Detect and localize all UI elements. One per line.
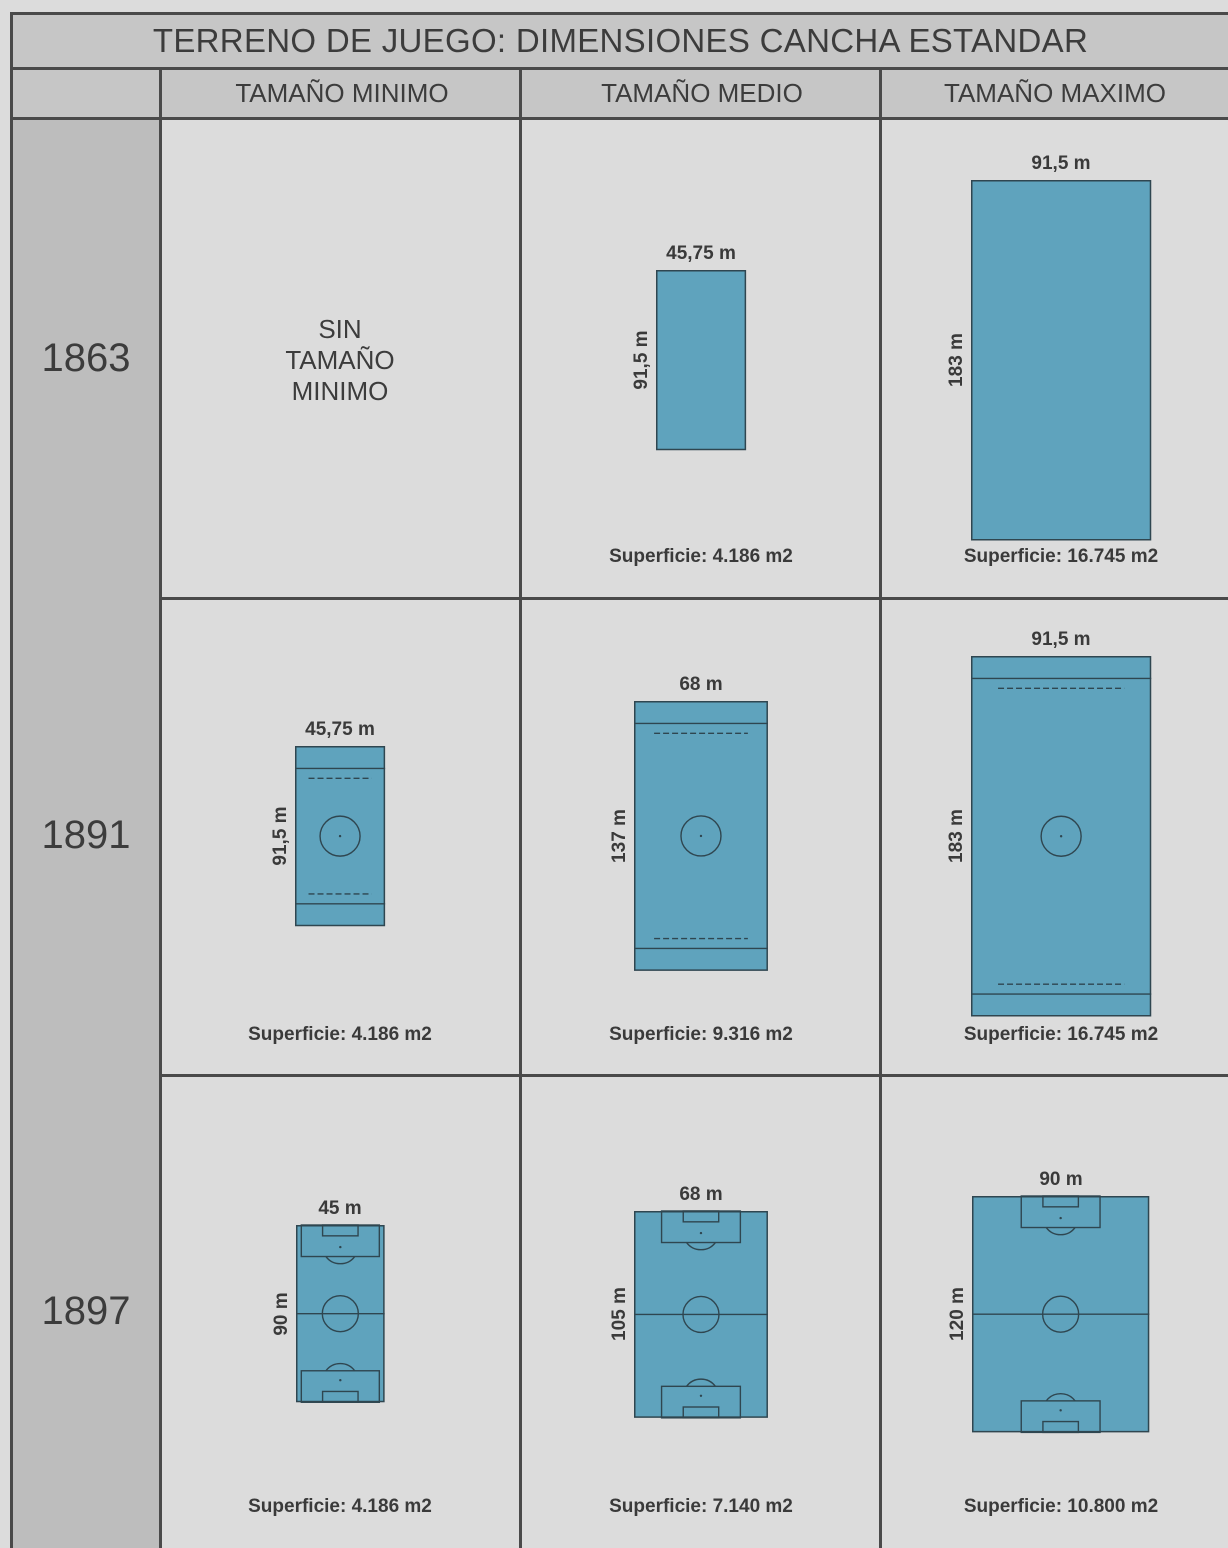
- column-header-min: TAMAÑO MINIMO: [159, 70, 522, 120]
- width-label: 90 m: [1039, 1168, 1083, 1190]
- width-label: 68 m: [679, 1183, 723, 1205]
- length-label: 105 m: [609, 1287, 631, 1341]
- width-label: 91,5 m: [1031, 628, 1091, 650]
- penalty-spot: [338, 1246, 342, 1249]
- length-label: 91,5 m: [630, 330, 652, 390]
- length-label: 120 m: [947, 1287, 969, 1341]
- width-label: 68 m: [679, 674, 723, 696]
- goal-area: [321, 1391, 359, 1404]
- penalty-arc: [1046, 1226, 1076, 1236]
- no-minimum-line: TAMAÑO: [285, 345, 395, 375]
- penalty-arc: [686, 1377, 716, 1387]
- width-label: 45 m: [318, 1198, 362, 1220]
- column-divider: [879, 70, 882, 1548]
- goal-area: [682, 1209, 720, 1223]
- row-divider: [159, 1074, 1228, 1077]
- penalty-arc: [325, 1256, 355, 1265]
- penalty-spot: [699, 1394, 703, 1397]
- pitch-1897: [295, 1224, 385, 1404]
- center-circle: [321, 1295, 359, 1333]
- center-spot: [699, 834, 703, 838]
- length-label: 183 m: [945, 333, 967, 387]
- center-circle: [682, 1295, 720, 1333]
- length-label: 91,5 m: [269, 806, 291, 866]
- area-label: Superficie: 16.745 m2: [963, 1024, 1159, 1045]
- pitch-1891: [294, 745, 386, 927]
- length-label: 90 m: [270, 1292, 292, 1336]
- center-circle: [1042, 1295, 1080, 1333]
- penalty-arc: [325, 1363, 355, 1372]
- center-circle: [680, 815, 722, 857]
- length-label: 183 m: [945, 809, 967, 863]
- row-year-1863: 1863: [10, 120, 162, 600]
- column-divider: [519, 70, 522, 1548]
- pitch-1863: [970, 179, 1152, 541]
- pitch-surface: [970, 179, 1152, 541]
- row-year-1897: 1897: [10, 1074, 162, 1548]
- header-corner: [10, 70, 162, 120]
- pitch-1897: [972, 1195, 1150, 1433]
- pitch-1891: [634, 701, 768, 971]
- area-label: Superficie: 4.186 m2: [248, 1024, 432, 1045]
- penalty-arc: [686, 1241, 716, 1250]
- area-label: Superficie: 4.186 m2: [248, 1496, 432, 1517]
- penalty-arc: [1046, 1392, 1076, 1402]
- center-spot: [1059, 834, 1063, 838]
- pitch-1897: [634, 1209, 768, 1419]
- goal-area: [1042, 1195, 1080, 1208]
- area-label: Superficie: 16.745 m2: [963, 546, 1159, 567]
- penalty-spot: [1059, 1216, 1063, 1220]
- goal-area: [682, 1405, 720, 1419]
- center-spot: [338, 834, 342, 838]
- area-label: Superficie: 4.186 m2: [609, 546, 793, 567]
- goal-area: [321, 1224, 359, 1237]
- no-minimum-line: SIN: [318, 314, 362, 344]
- area-label: Superficie: 7.140 m2: [609, 1496, 793, 1517]
- penalty-spot: [699, 1231, 703, 1234]
- penalty-spot: [338, 1379, 342, 1382]
- table-title: TERRENO DE JUEGO: DIMENSIONES CANCHA EST…: [10, 12, 1228, 70]
- column-header-max: TAMAÑO MAXIMO: [879, 70, 1228, 120]
- length-label: 137 m: [609, 809, 631, 863]
- no-minimum-note: SIN TAMAÑO MINIMO: [285, 314, 394, 407]
- column-header-medio: TAMAÑO MEDIO: [519, 70, 882, 120]
- pitch-surface: [655, 269, 747, 451]
- pitch-1891: [970, 655, 1152, 1017]
- width-label: 91,5 m: [1031, 152, 1091, 174]
- row-divider: [159, 597, 1228, 600]
- row-year-1891: 1891: [10, 597, 162, 1077]
- center-circle: [319, 815, 361, 857]
- pitch-1863: [655, 269, 747, 451]
- width-label: 45,75 m: [666, 242, 736, 264]
- area-label: Superficie: 9.316 m2: [609, 1024, 793, 1045]
- goal-area: [1042, 1420, 1080, 1433]
- center-circle: [1040, 815, 1082, 857]
- penalty-spot: [1059, 1408, 1063, 1412]
- no-minimum-line: MINIMO: [291, 376, 389, 406]
- width-label: 45,75 m: [305, 718, 375, 740]
- area-label: Superficie: 10.800 m2: [963, 1496, 1159, 1517]
